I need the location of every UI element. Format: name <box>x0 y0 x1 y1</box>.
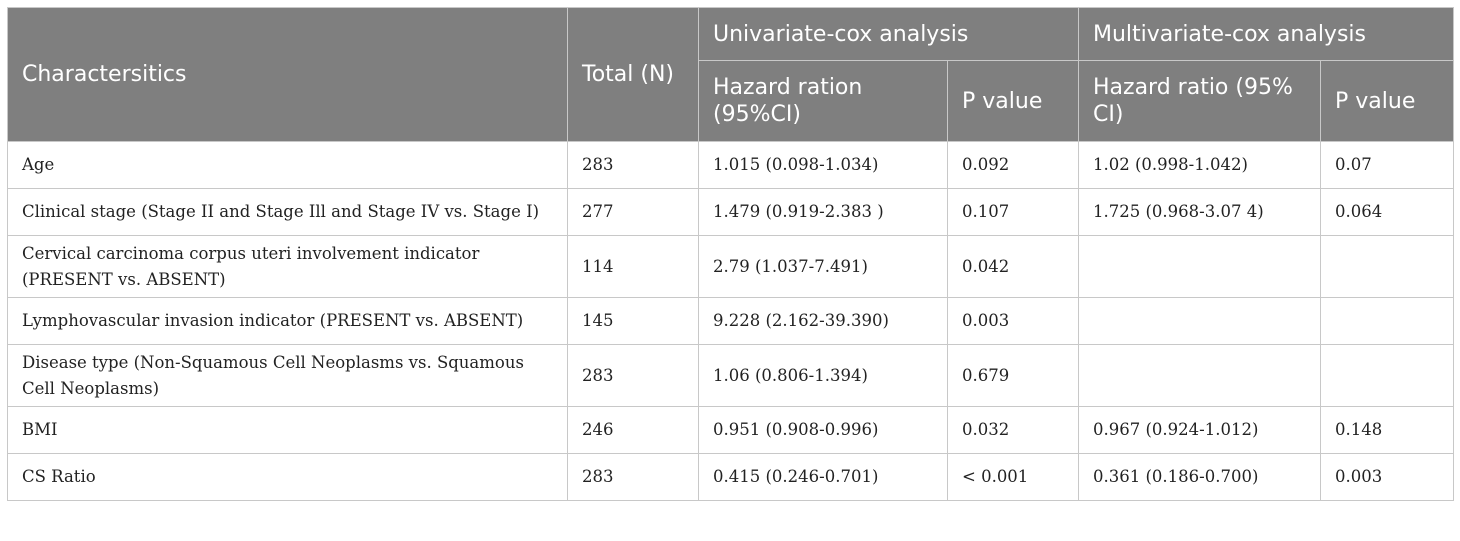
cell-multivariate-hr: 1.02 (0.998-1.042) <box>1078 141 1321 189</box>
cell-univariate-hr: 1.06 (0.806-1.394) <box>698 344 948 407</box>
cell-univariate-p: 0.003 <box>947 297 1079 345</box>
table-row: CS Ratio 283 0.415 (0.246-0.701) < 0.001… <box>7 453 1455 501</box>
cell-multivariate-hr <box>1078 235 1321 298</box>
header-multivariate-p-value: P value <box>1319 60 1455 142</box>
header-characteristics: Charactersitics <box>7 7 568 142</box>
cell-univariate-hr: 9.228 (2.162-39.390) <box>698 297 948 345</box>
table-row: Disease type (Non-Squamous Cell Neoplasm… <box>7 344 1455 407</box>
cox-analysis-table: Charactersitics Total (N) Univariate-cox… <box>7 7 1455 501</box>
cell-multivariate-p: 0.064 <box>1319 188 1455 236</box>
header-univariate-hazard-ratio: Hazard ration (95%CI) <box>698 60 948 142</box>
cell-total: 114 <box>567 235 699 298</box>
cell-multivariate-hr: 0.967 (0.924-1.012) <box>1078 406 1321 454</box>
cell-multivariate-hr <box>1078 344 1321 407</box>
cell-characteristic: Disease type (Non-Squamous Cell Neoplasm… <box>7 344 568 407</box>
cell-characteristic: Clinical stage (Stage II and Stage Ill a… <box>7 188 568 236</box>
table-header: Charactersitics Total (N) Univariate-cox… <box>7 7 1455 142</box>
cell-univariate-p: 0.679 <box>947 344 1079 407</box>
cell-characteristic: Lymphovascular invasion indicator (PRESE… <box>7 297 568 345</box>
cell-multivariate-hr <box>1078 297 1321 345</box>
cell-characteristic: Age <box>7 141 568 189</box>
cell-multivariate-p <box>1319 297 1455 345</box>
cell-total: 283 <box>567 344 699 407</box>
cell-total: 283 <box>567 453 699 501</box>
cell-total: 145 <box>567 297 699 345</box>
cell-multivariate-p <box>1319 344 1455 407</box>
cell-multivariate-hr: 0.361 (0.186-0.700) <box>1078 453 1321 501</box>
cell-total: 246 <box>567 406 699 454</box>
table-row: Clinical stage (Stage II and Stage Ill a… <box>7 188 1455 236</box>
header-total: Total (N) <box>567 7 699 142</box>
cell-total: 283 <box>567 141 699 189</box>
cell-multivariate-p: 0.148 <box>1319 406 1455 454</box>
cell-multivariate-hr: 1.725 (0.968-3.07 4) <box>1078 188 1321 236</box>
cell-univariate-hr: 2.79 (1.037-7.491) <box>698 235 948 298</box>
cell-univariate-hr: 0.415 (0.246-0.701) <box>698 453 948 501</box>
cell-total: 277 <box>567 188 699 236</box>
cell-univariate-p: 0.092 <box>947 141 1079 189</box>
cell-characteristic: CS Ratio <box>7 453 568 501</box>
table-body: Age 283 1.015 (0.098-1.034) 0.092 1.02 (… <box>7 141 1455 501</box>
cell-univariate-hr: 0.951 (0.908-0.996) <box>698 406 948 454</box>
header-univariate: Univariate-cox analysis <box>698 7 1079 61</box>
cell-univariate-p: < 0.001 <box>947 453 1079 501</box>
table-row: Lymphovascular invasion indicator (PRESE… <box>7 297 1455 345</box>
cell-univariate-hr: 1.479 (0.919-2.383 ) <box>698 188 948 236</box>
cell-univariate-p: 0.032 <box>947 406 1079 454</box>
cell-characteristic: BMI <box>7 406 568 454</box>
cell-univariate-p: 0.107 <box>947 188 1079 236</box>
cell-multivariate-p: 0.07 <box>1319 141 1455 189</box>
table-row: BMI 246 0.951 (0.908-0.996) 0.032 0.967 … <box>7 406 1455 454</box>
header-univariate-p-value: P value <box>947 60 1079 142</box>
cell-univariate-p: 0.042 <box>947 235 1079 298</box>
table-row: Age 283 1.015 (0.098-1.034) 0.092 1.02 (… <box>7 141 1455 189</box>
cell-univariate-hr: 1.015 (0.098-1.034) <box>698 141 948 189</box>
cell-multivariate-p: 0.003 <box>1319 453 1455 501</box>
header-multivariate: Multivariate-cox analysis <box>1077 7 1455 61</box>
table-row: Cervical carcinoma corpus uteri involvem… <box>7 235 1455 298</box>
cell-characteristic: Cervical carcinoma corpus uteri involvem… <box>7 235 568 298</box>
cell-multivariate-p <box>1319 235 1455 298</box>
header-multivariate-hazard-ratio: Hazard ratio (95% CI) <box>1078 60 1321 142</box>
